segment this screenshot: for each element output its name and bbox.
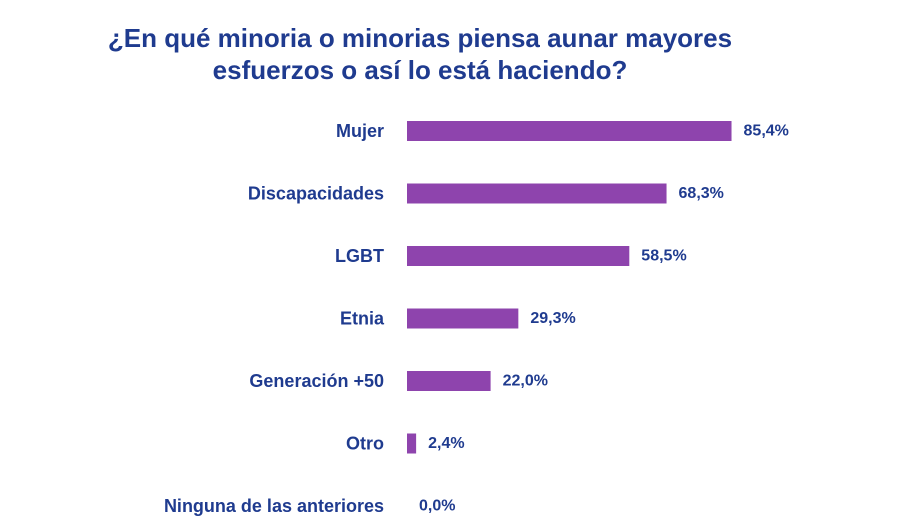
bar-etnia [407,308,519,329]
bar-generacion-50 [407,371,491,391]
bar-otro [407,433,417,454]
category-label-generacion-50: Generación +50 [249,371,384,391]
bar-mujer [407,121,732,141]
value-label-lgbt: 58,5% [641,248,686,265]
category-label-mujer: Mujer [336,121,384,141]
category-label-ninguna-de-las-anteriores: Ninguna de las anteriores [164,496,384,516]
value-label-otro: 2,4% [428,435,464,452]
value-label-etnia: 29,3% [530,310,575,327]
category-label-otro: Otro [346,434,384,454]
chart-title: ¿En qué minoria o minorias piensa aunar … [107,23,733,85]
value-label-generacion-50: 22,0% [503,373,548,390]
value-label-ninguna-de-las-anteriores: 0,0% [419,498,455,515]
bar-discapacidades [407,183,667,204]
value-label-discapacidades: 68,3% [679,185,724,202]
value-label-mujer: 85,4% [744,123,789,140]
category-label-discapacidades: Discapacidades [248,184,384,204]
bar-lgbt [407,246,630,266]
category-label-etnia: Etnia [340,309,385,329]
category-label-lgbt: LGBT [335,246,384,266]
